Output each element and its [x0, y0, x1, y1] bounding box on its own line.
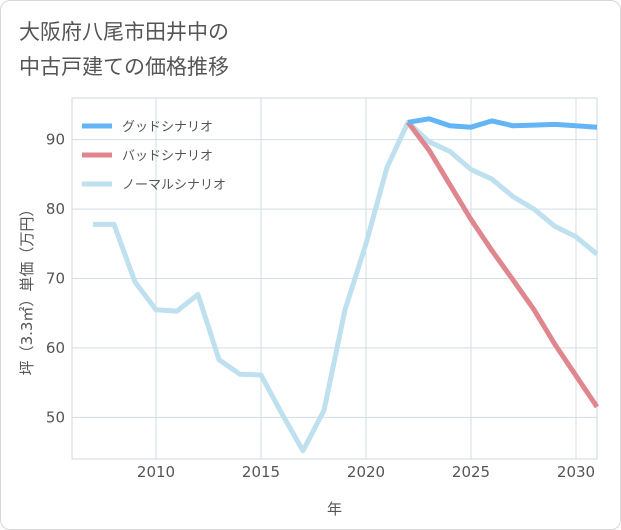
- x-tick-label: 2025: [452, 463, 490, 481]
- plot-frame: [71, 97, 598, 460]
- x-tick-label: 2010: [137, 463, 175, 481]
- y-tick-label: 70: [46, 270, 65, 288]
- x-tick-label: 2020: [347, 463, 385, 481]
- y-tick-label: 90: [46, 131, 65, 149]
- x-axis-title: 年: [327, 500, 342, 518]
- series-line-1: [406, 120, 600, 409]
- chart-title-line-1: 大阪府八尾市田井中の: [19, 20, 229, 44]
- legend-label-1: バッドシナリオ: [122, 149, 213, 164]
- chart-title-line-2: 中古戸建ての価格推移: [19, 55, 229, 79]
- x-tick-label: 2030: [557, 463, 595, 481]
- x-tick-label: 2015: [242, 463, 280, 481]
- y-axis-title: 坪（3.3㎡）単価（万円）: [18, 202, 36, 376]
- series-line-0: [407, 116, 598, 130]
- y-tick-label: 80: [46, 200, 65, 218]
- chart-title: 大阪府八尾市田井中の 中古戸建ての価格推移: [19, 15, 439, 85]
- y-tick-label: 60: [46, 339, 65, 357]
- axes: 2010 2015 2020 2025 2030 50 60 70 80 90 年 坪（3.3㎡）単価…: [18, 131, 595, 518]
- y-tick-label: 50: [46, 408, 65, 426]
- legend-label-2: ノーマルシナリオ: [122, 178, 226, 193]
- legend-label-0: グッドシナリオ: [122, 120, 213, 135]
- series-layer: [93, 116, 600, 454]
- series-line-2: [93, 119, 599, 454]
